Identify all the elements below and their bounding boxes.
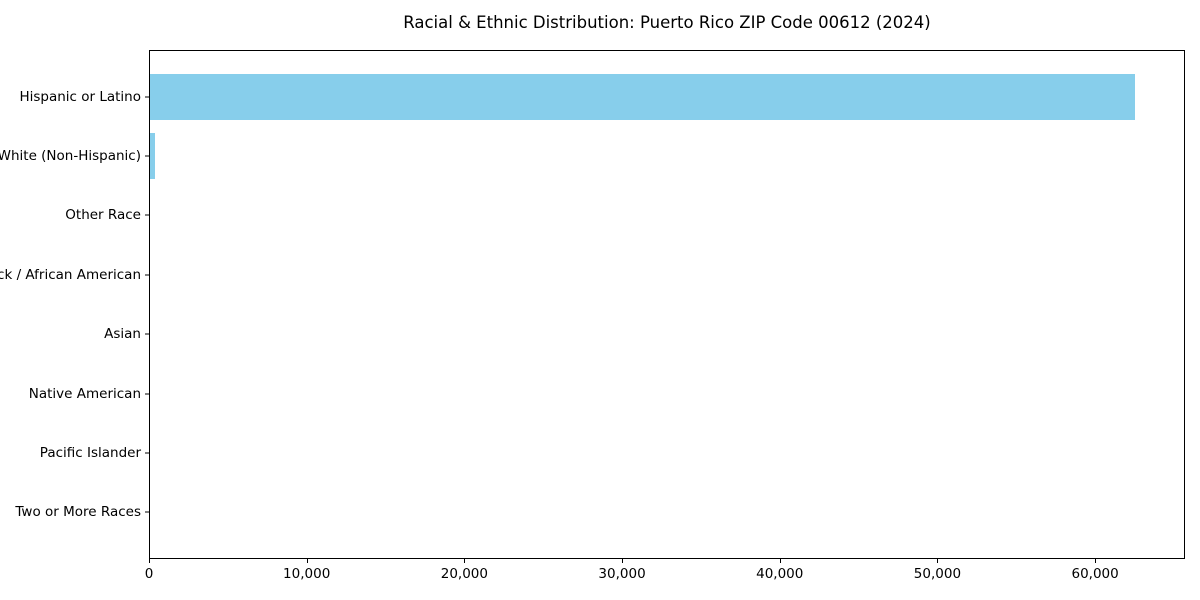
- y-tick: [145, 333, 149, 335]
- bar: [150, 73, 1136, 120]
- y-tick: [145, 274, 149, 276]
- bar-row: Other Race: [65, 186, 1184, 245]
- x-tick: [937, 559, 939, 563]
- y-tick: [145, 393, 149, 395]
- bar-row: Two or More Races: [15, 483, 1184, 542]
- y-tick: [145, 155, 149, 157]
- category-label: Pacific Islander: [39, 444, 141, 461]
- plot-rows: Hispanic or Latino White (Non-Hispanic) Ot…: [0, 51, 1184, 558]
- bar-row: Asian: [104, 305, 1184, 364]
- y-tick: [145, 96, 149, 98]
- x-tick: [306, 559, 308, 563]
- bar-row: White (Non-Hispanic): [0, 126, 1184, 185]
- y-tick: [145, 452, 149, 454]
- x-tick-label: 40,000: [756, 566, 804, 582]
- bar-row: Pacific Islander: [40, 423, 1184, 482]
- x-tick-label: 10,000: [283, 566, 331, 582]
- x-tick: [779, 559, 781, 563]
- x-axis: 0 10,000 20,000 30,000 40,000 50,000 60,000: [145, 559, 1185, 591]
- x-tick-label: 60,000: [1071, 566, 1119, 582]
- category-label: White (Non-Hispanic): [0, 148, 141, 165]
- x-tick: [622, 559, 624, 563]
- y-tick: [145, 511, 149, 513]
- bar-row: Hispanic or Latino: [19, 67, 1184, 126]
- bar: [150, 133, 155, 180]
- category-label: Black / African American: [0, 266, 141, 283]
- x-tick: [1095, 559, 1097, 563]
- category-label: Other Race: [65, 207, 141, 224]
- category-label: Asian: [104, 326, 141, 343]
- plot-area: Hispanic or Latino White (Non-Hispanic) Ot…: [0, 50, 1185, 559]
- bar-row: Native American: [29, 364, 1184, 423]
- y-tick: [145, 214, 149, 216]
- x-tick: [464, 559, 466, 563]
- x-tick-label: 50,000: [913, 566, 962, 582]
- category-label: Hispanic or Latino: [19, 88, 141, 105]
- chart-title: Racial & Ethnic Distribution: Puerto Ric…: [403, 13, 931, 32]
- category-label: Two or More Races: [15, 504, 141, 521]
- category-label: Native American: [28, 385, 141, 402]
- x-tick-label: 0: [144, 566, 154, 582]
- bar-row: Black / African American: [0, 245, 1184, 304]
- x-tick-label: 20,000: [440, 566, 488, 582]
- x-tick: [149, 559, 150, 563]
- x-tick-label: 30,000: [598, 566, 646, 582]
